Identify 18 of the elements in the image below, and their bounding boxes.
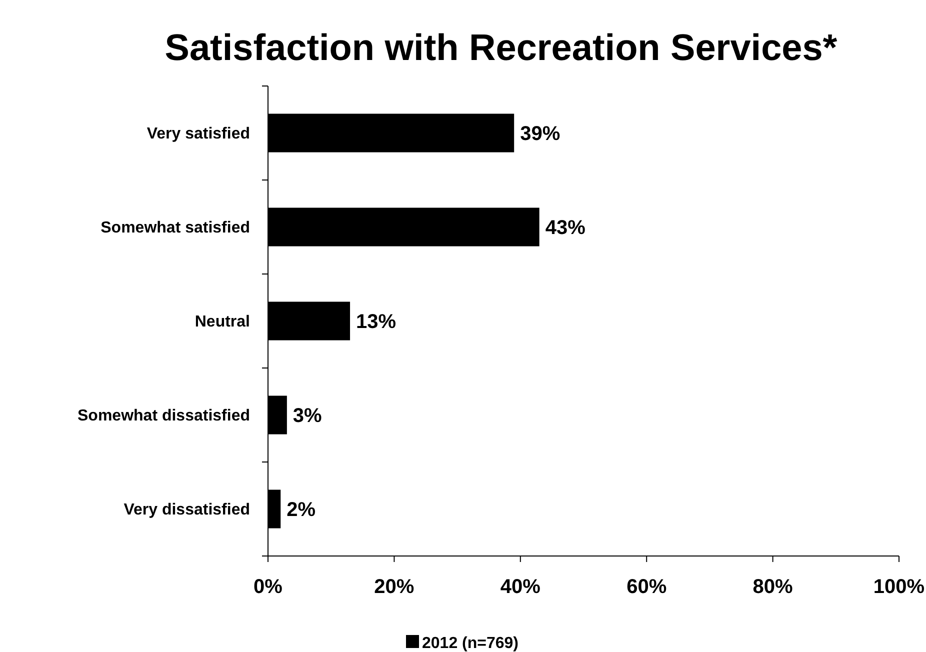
x-tick-label: 100%	[873, 576, 925, 598]
y-tick-label: Very satisfied	[146, 126, 250, 143]
data-label: 43%	[545, 217, 586, 239]
data-label: 2%	[286, 499, 316, 521]
y-tick-label: Very dissatisfied	[124, 502, 250, 519]
x-tick-label: 60%	[626, 576, 667, 598]
y-tick-label: Neutral	[194, 314, 250, 331]
x-tick-label: 40%	[500, 576, 541, 598]
chart-title: Satisfaction with Recreation Services*	[164, 27, 838, 68]
x-tick-label: 20%	[374, 576, 414, 598]
data-label: 3%	[292, 405, 322, 427]
legend-label: 2012 (n=769)	[422, 635, 519, 652]
x-tick-label: 80%	[752, 576, 794, 598]
y-tick-label: Somewhat satisfied	[100, 220, 250, 237]
data-label: 39%	[520, 123, 560, 145]
y-tick-label: Somewhat dissatisfied	[78, 408, 250, 425]
data-label: 13%	[356, 311, 396, 333]
x-tick-label: 0%	[254, 576, 283, 598]
